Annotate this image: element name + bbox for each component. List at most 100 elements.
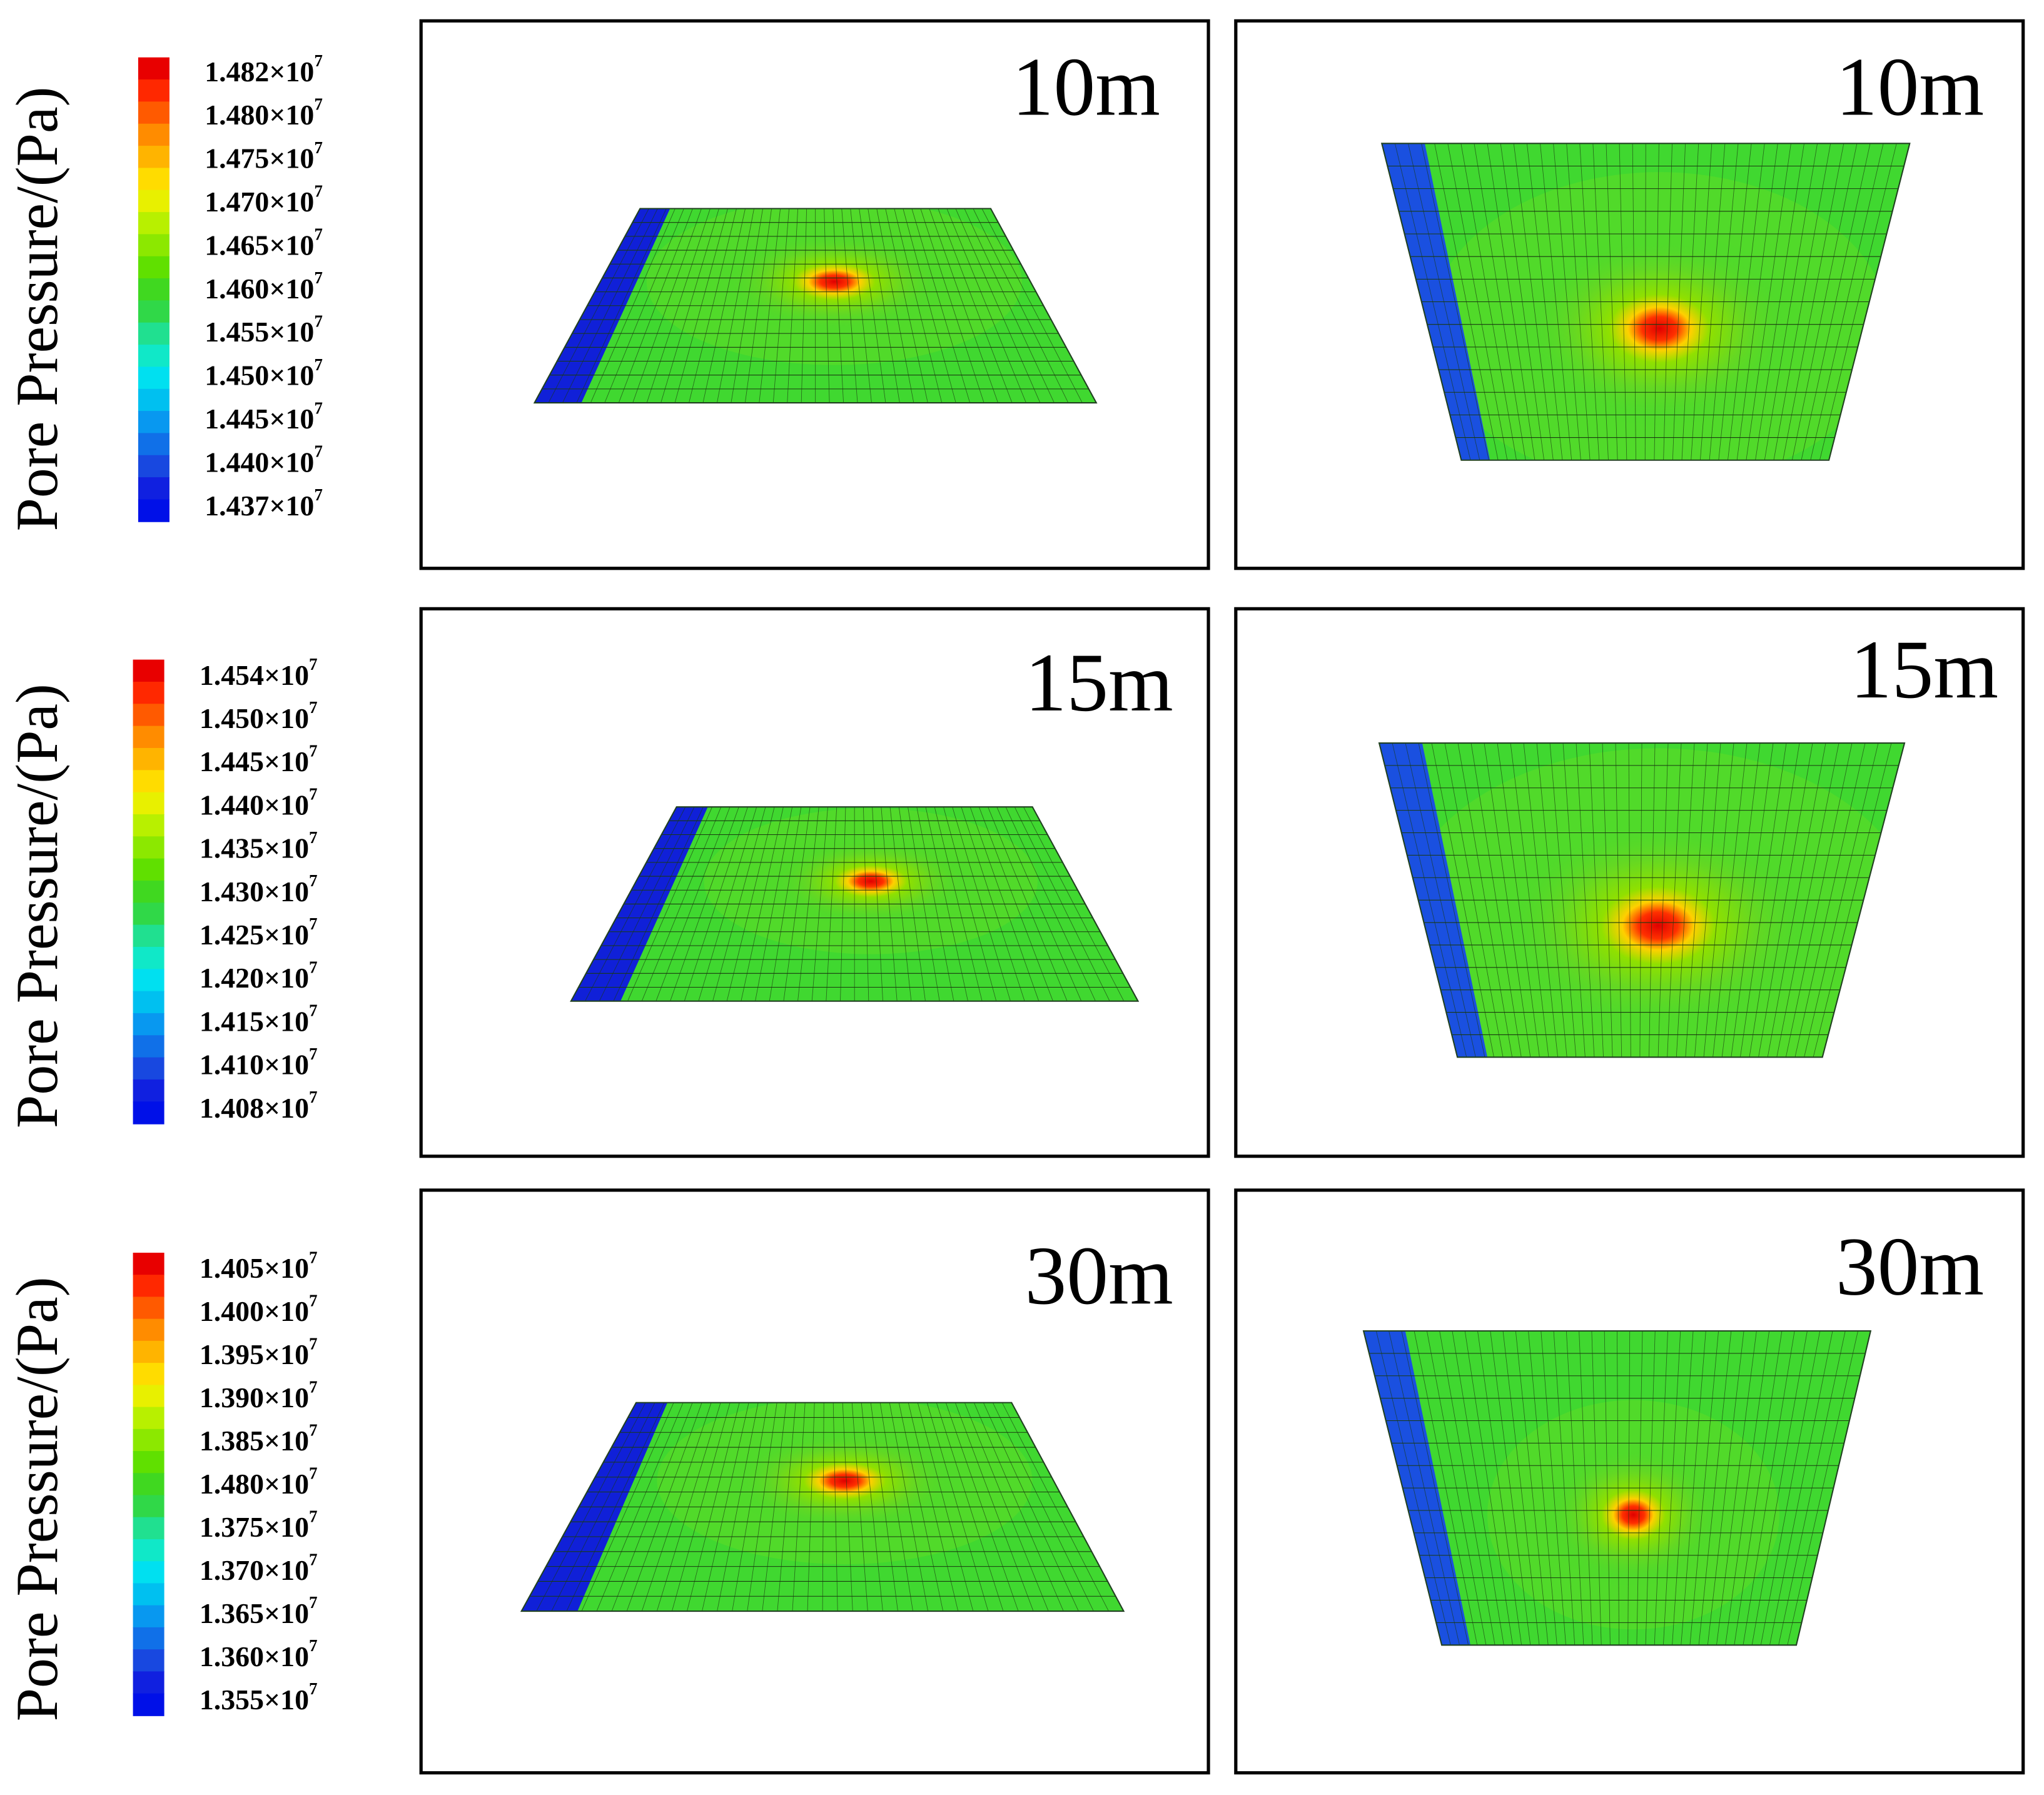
mesh-line xyxy=(627,807,712,1001)
mesh-line xyxy=(1434,143,1499,460)
label-text: 1.480×10 xyxy=(205,99,314,131)
mesh-line xyxy=(964,1402,1049,1612)
mesh-outline xyxy=(1378,742,1906,1058)
mesh-line xyxy=(1639,743,1642,1058)
colorbar-swatch xyxy=(133,659,164,683)
label-exponent: 7 xyxy=(309,1378,318,1397)
colorbar-label: 1.385×107 xyxy=(200,1421,318,1457)
label-exponent: 7 xyxy=(314,485,323,504)
label-text: 1.470×10 xyxy=(205,186,314,218)
mesh-line xyxy=(898,1402,944,1612)
mesh xyxy=(521,1402,1124,1612)
mesh-line xyxy=(1447,143,1508,460)
colorbar-swatch xyxy=(133,1428,164,1452)
label-exponent: 7 xyxy=(309,655,318,674)
mesh-line xyxy=(936,1402,1004,1612)
mesh-line xyxy=(920,208,984,403)
label-text: 1.355×10 xyxy=(200,1683,309,1715)
mesh-line xyxy=(1716,1330,1757,1646)
panel-label: 30m xyxy=(1836,1220,1984,1313)
pressure-hotspot xyxy=(1495,814,1821,1036)
mesh-line xyxy=(777,1402,796,1612)
mesh-line xyxy=(868,208,900,403)
colorbar-swatch xyxy=(133,792,164,816)
mesh-line xyxy=(1676,743,1695,1058)
mesh-line xyxy=(872,807,883,1001)
label-exponent: 7 xyxy=(309,1421,318,1440)
mesh-line xyxy=(1523,743,1559,1058)
panel-label: 30m xyxy=(1025,1229,1173,1322)
panel-label: 15m xyxy=(1025,636,1173,729)
mesh-line xyxy=(1728,143,1765,460)
colorbar-swatch xyxy=(133,681,164,705)
colorbar-label: 1.470×107 xyxy=(205,182,323,218)
mesh-line xyxy=(726,807,775,1001)
mesh-line xyxy=(969,807,1040,1001)
label-exponent: 7 xyxy=(309,1088,318,1106)
mesh-line xyxy=(946,208,1026,403)
label-exponent: 7 xyxy=(314,268,323,287)
mesh-line xyxy=(1602,743,1613,1058)
mesh-line xyxy=(1477,1330,1522,1646)
label-exponent: 7 xyxy=(309,1679,318,1698)
mesh-line xyxy=(1734,1330,1783,1646)
mesh-line xyxy=(797,807,819,1001)
mesh-line xyxy=(1566,1330,1584,1646)
colorbar-label: 1.408×107 xyxy=(200,1088,318,1123)
mesh-line xyxy=(1632,143,1636,460)
mesh-line xyxy=(1617,1330,1619,1646)
mesh-line xyxy=(585,807,686,1001)
mesh-line xyxy=(717,208,754,403)
colorbar-swatch xyxy=(133,858,164,881)
mesh-line xyxy=(1392,743,1467,1058)
mesh-outline xyxy=(520,1402,1125,1612)
label-exponent: 7 xyxy=(309,1464,318,1483)
mesh-line xyxy=(731,208,763,403)
colorbar-label: 1.460×107 xyxy=(205,268,323,304)
label-text: 1.440×10 xyxy=(205,446,314,478)
label-exponent: 7 xyxy=(314,182,323,201)
panel: 30m xyxy=(419,1188,1210,1775)
mesh-line xyxy=(1405,743,1476,1058)
mesh-line xyxy=(1470,743,1522,1058)
mesh-line xyxy=(787,208,799,403)
mesh-line xyxy=(1414,1330,1478,1646)
mesh-line xyxy=(674,208,728,403)
colorbar-swatch xyxy=(133,836,164,859)
legend-title: Pore Pressure/(Pa) xyxy=(4,1277,70,1721)
colorbar-swatch xyxy=(138,367,169,390)
mesh-line xyxy=(576,208,667,403)
colorbar-label: 1.437×107 xyxy=(205,485,323,521)
colorbar-swatch xyxy=(138,212,169,235)
mesh xyxy=(1379,743,1905,1058)
label-text: 1.445×10 xyxy=(200,746,309,777)
mesh-line xyxy=(1591,1330,1602,1646)
mesh-line xyxy=(660,208,719,403)
mesh-line xyxy=(1579,143,1600,460)
colorbar-label: 1.430×107 xyxy=(200,871,318,907)
colorbar-swatch xyxy=(138,234,169,257)
mesh-outline xyxy=(533,208,1098,404)
mesh-line xyxy=(1667,743,1682,1058)
label-text: 1.370×10 xyxy=(200,1554,309,1586)
mesh-line xyxy=(1804,743,1879,1058)
mesh-line xyxy=(1685,743,1708,1058)
colorbar-label: 1.435×107 xyxy=(200,828,318,864)
mesh-line xyxy=(1500,143,1545,460)
mesh-line xyxy=(1691,143,1713,460)
mesh-line xyxy=(822,1402,824,1612)
colorbar-label: 1.405×107 xyxy=(200,1248,318,1284)
label-exponent: 7 xyxy=(309,914,318,933)
label-exponent: 7 xyxy=(309,1636,318,1655)
mesh-line xyxy=(1431,743,1494,1058)
colorbar-swatch xyxy=(133,1451,164,1474)
mesh-line xyxy=(1464,1330,1513,1646)
mesh-line xyxy=(641,807,722,1001)
label-exponent: 7 xyxy=(314,442,323,461)
label-text: 1.435×10 xyxy=(200,832,309,864)
colorbar-swatch xyxy=(138,300,169,323)
colorbar-swatch xyxy=(138,168,169,191)
label-exponent: 7 xyxy=(309,698,318,717)
mesh-line xyxy=(1401,1330,1469,1646)
mesh-line xyxy=(1755,143,1804,460)
